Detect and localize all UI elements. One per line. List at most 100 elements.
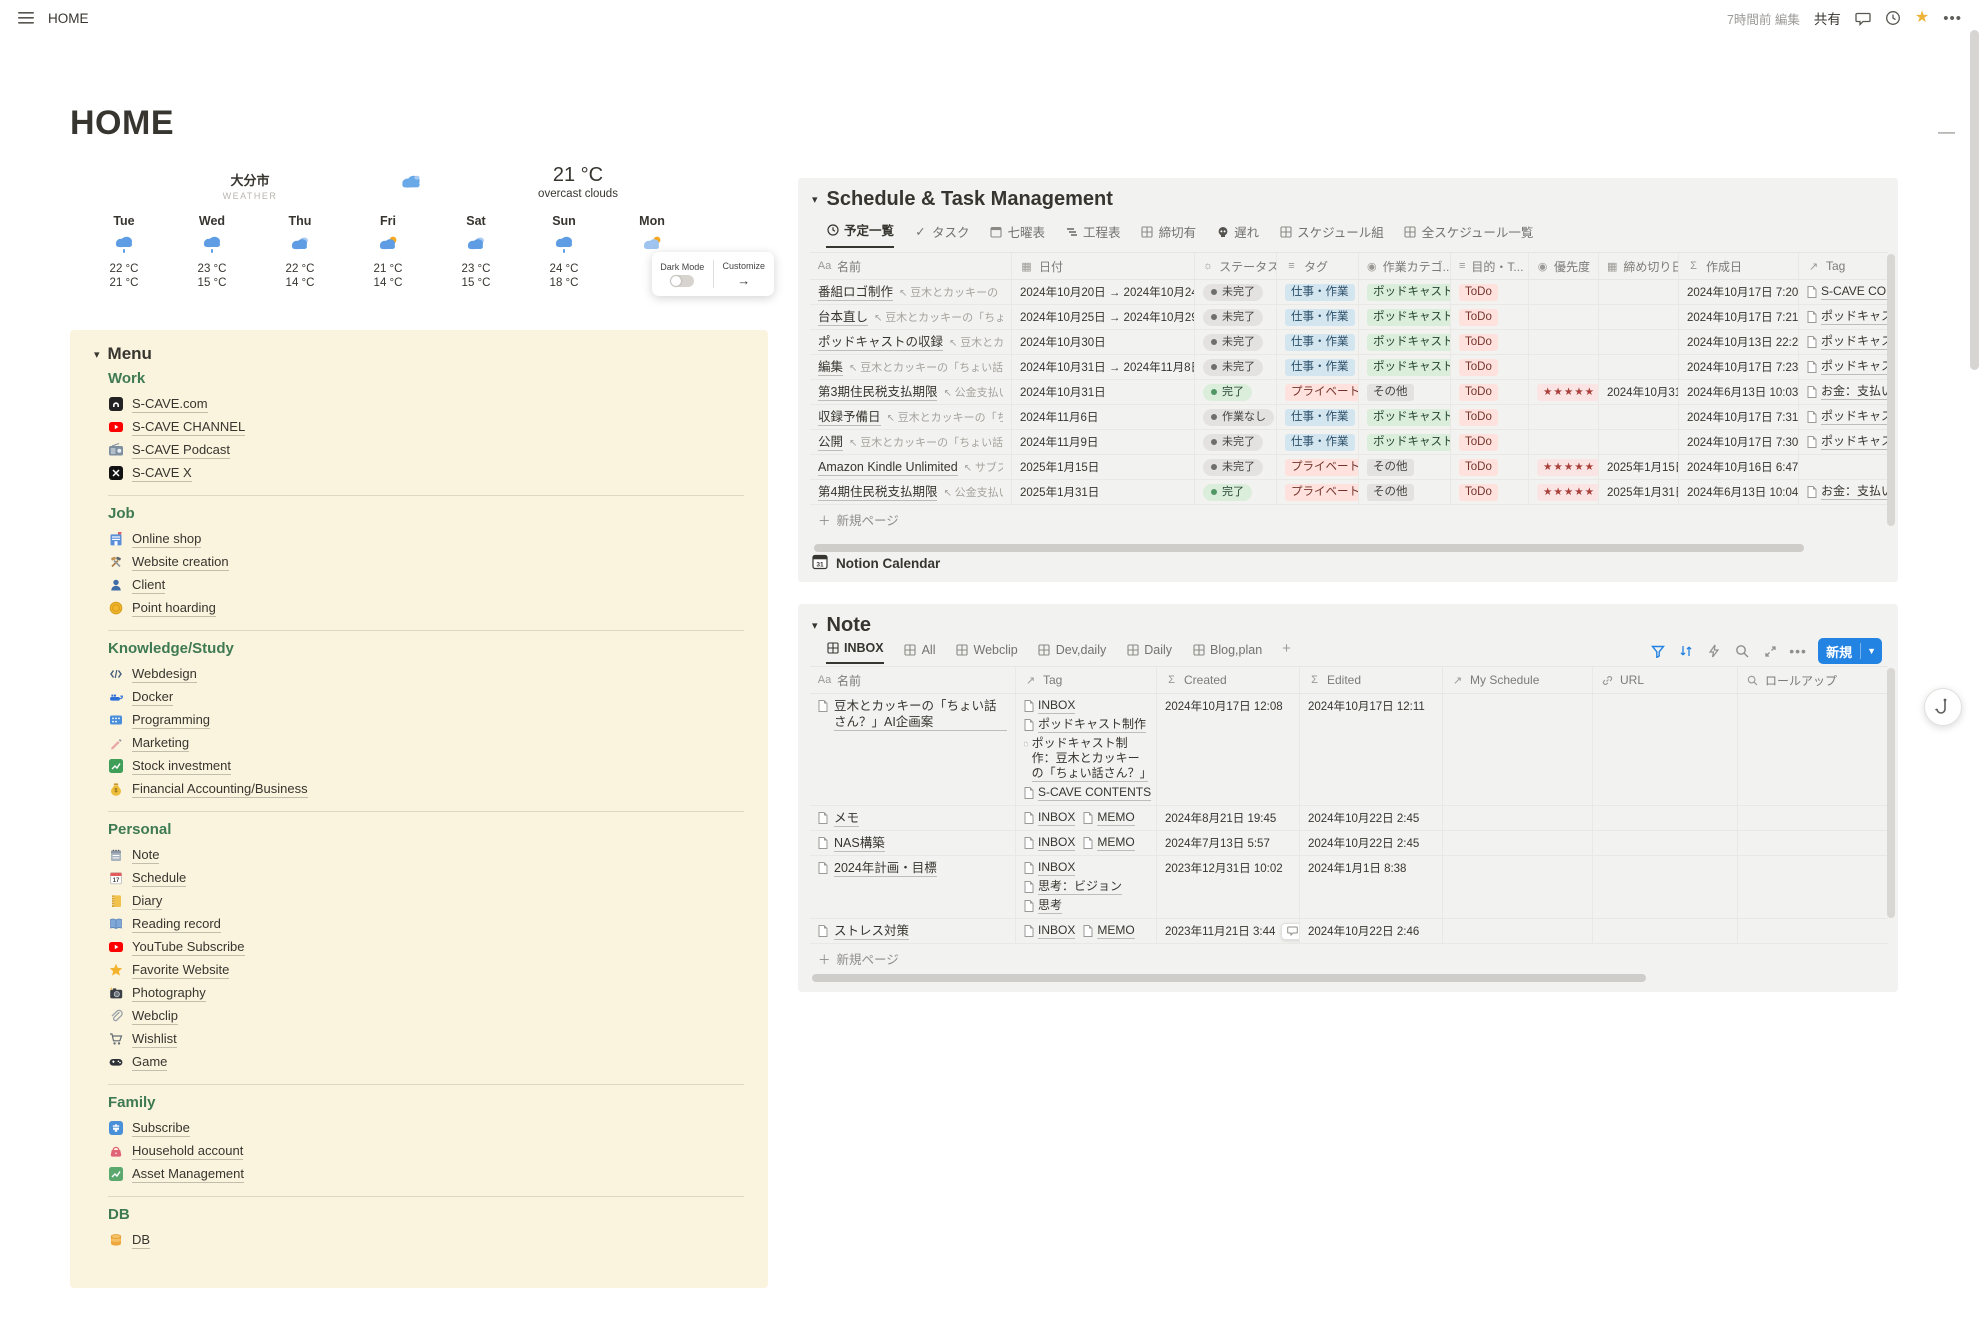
menu-link-s-cave-x[interactable]: S-CAVE X <box>108 461 744 484</box>
deadline-cell[interactable] <box>1599 330 1679 354</box>
menu-link-webclip[interactable]: Webclip <box>108 1004 744 1027</box>
menu-link-stock-investment[interactable]: Stock investment <box>108 754 744 777</box>
table-row[interactable]: 第4期住民税支払期限 ↖ 公金支払い 2025年1月31日 完了 プライベート そ… <box>810 480 1888 505</box>
column-header-date[interactable]: ▦ 日付 <box>1012 253 1195 279</box>
menu-link-diary[interactable]: Diary <box>108 889 744 912</box>
table-row[interactable]: メモ INBOX MEMO 2024年8月21日 19:45 2024年10月2… <box>810 806 1888 831</box>
tab-dev-daily[interactable]: Dev,daily <box>1038 643 1106 664</box>
new-entry-button[interactable]: 新規 ▼ <box>1818 638 1882 664</box>
status-badge[interactable]: 未完了 <box>1203 308 1263 326</box>
status-badge[interactable]: 未完了 <box>1203 458 1263 476</box>
menu-link-website-creation[interactable]: Website creation <box>108 550 744 573</box>
note-name[interactable]: 豆木とカッキーの「ちょい話さん？」AI企画案 <box>834 698 1007 731</box>
tab-task[interactable]: ✓ タスク <box>915 225 970 240</box>
priority-cell[interactable] <box>1529 355 1599 379</box>
tag-doc-link[interactable]: MEMO <box>1083 810 1135 826</box>
deadline-cell[interactable] <box>1599 405 1679 429</box>
tag-doc-link[interactable]: ポッドキャスト制作：豆木とカッキーの「ちょい話さん？」 <box>1024 736 1152 782</box>
expand-icon[interactable] <box>1762 643 1778 659</box>
deadline-cell[interactable] <box>1599 305 1679 329</box>
deadline-cell[interactable] <box>1599 430 1679 454</box>
menu-link-financial-accounting[interactable]: Financial Accounting/Business <box>108 777 744 800</box>
table-row[interactable]: 第3期住民税支払期限↖ 公金支払い 2024年10月31日 完了 プライベート … <box>810 380 1888 405</box>
note-name[interactable]: NAS構築 <box>834 835 885 852</box>
menu-link-db[interactable]: DB <box>108 1228 744 1251</box>
linked-doc[interactable]: ポッドキャスト制作 <box>1807 409 1888 425</box>
column-header-purpose[interactable]: ≡ 目的・T... <box>1451 253 1529 279</box>
deadline-cell[interactable] <box>1599 280 1679 304</box>
table-row[interactable]: ストレス対策 INBOX MEMO 2023年11月21日 3:44 2024年… <box>810 919 1888 944</box>
status-badge[interactable]: 未完了 <box>1203 433 1263 451</box>
status-badge[interactable]: 未完了 <box>1203 358 1263 376</box>
category-pill[interactable]: ポッドキャスト <box>1367 408 1450 426</box>
tab-shichiyo[interactable]: 七曜表 <box>990 222 1045 248</box>
table-row[interactable]: NAS構築 INBOX MEMO 2024年7月13日 5:57 2024年10… <box>810 831 1888 856</box>
menu-link-asset-management[interactable]: Asset Management <box>108 1162 744 1185</box>
column-header-tag-relation[interactable]: ↗ Tag <box>1808 259 1846 273</box>
menu-link-household-account[interactable]: Household account <box>108 1139 744 1162</box>
url-cell[interactable] <box>1593 856 1738 918</box>
my-schedule-cell[interactable] <box>1443 694 1593 805</box>
note-name[interactable]: メモ <box>834 810 860 827</box>
linked-doc[interactable]: ポッドキャスト制作 <box>1807 359 1888 375</box>
task-date[interactable]: 2024年10月25日 → 2024年10月29日 <box>1012 305 1195 329</box>
table-row[interactable]: 収録予備日 ↖ 豆木とカッキーの「ちょい話さん 2024年11月6日 作業なし 仕… <box>810 405 1888 430</box>
menu-link-client[interactable]: Client <box>108 573 744 596</box>
column-header-rollup[interactable]: ロールアップ <box>1738 667 1886 693</box>
tab-yotei-ichiran[interactable]: 予定一覧 <box>826 220 895 248</box>
table-row[interactable]: ポッドキャストの収録 ↖ 豆木とカッキーの「 2024年10月30日 未完了 仕事… <box>810 330 1888 355</box>
menu-link-wishlist[interactable]: Wishlist <box>108 1027 744 1050</box>
tag-doc-link[interactable]: 思考 <box>1024 898 1063 914</box>
task-name[interactable]: 台本直し <box>818 309 869 326</box>
linked-doc[interactable]: お金：支払い <box>1807 484 1888 500</box>
tag-pill[interactable]: 仕事・作業 <box>1285 333 1355 351</box>
purpose-pill[interactable]: ToDo <box>1459 458 1498 476</box>
note-name[interactable]: ストレス対策 <box>834 923 910 940</box>
table-row[interactable]: 2024年計画・目標 INBOX 思考：ビジョン 思考 2023年12月31日 … <box>810 856 1888 919</box>
menu-link-marketing[interactable]: Marketing <box>108 731 744 754</box>
status-badge[interactable]: 完了 <box>1203 383 1252 401</box>
menu-link-docker[interactable]: Docker <box>108 685 744 708</box>
menu-link-schedule[interactable]: 17 Schedule <box>108 866 744 889</box>
deadline-cell[interactable]: 2025年1月15日 <box>1599 455 1679 479</box>
linked-doc[interactable]: ポッドキャスト制作 <box>1807 434 1888 450</box>
tag-doc-link[interactable]: INBOX <box>1024 810 1076 826</box>
horizontal-scrollbar[interactable] <box>812 974 1646 982</box>
task-name[interactable]: 番組ロゴ制作 <box>818 284 894 301</box>
category-pill[interactable]: ポッドキャスト <box>1367 358 1450 376</box>
tab-kotei[interactable]: 工程表 <box>1065 222 1121 248</box>
priority-cell[interactable] <box>1529 280 1599 304</box>
linked-doc[interactable]: お金：支払い <box>1807 384 1888 400</box>
toggle-triangle-icon[interactable]: ▾ <box>812 194 818 206</box>
notion-calendar-link[interactable]: 31 Notion Calendar <box>812 554 940 573</box>
history-clock-icon[interactable] <box>1885 10 1901 26</box>
column-header-created[interactable]: Σ Created <box>1157 667 1300 693</box>
purpose-pill[interactable]: ToDo <box>1459 358 1498 376</box>
purpose-pill[interactable]: ToDo <box>1459 308 1498 326</box>
tab-all[interactable]: All <box>904 643 936 664</box>
task-name[interactable]: 第3期住民税支払期限 <box>818 384 938 401</box>
status-badge[interactable]: 未完了 <box>1203 333 1263 351</box>
tag-pill[interactable]: 仕事・作業 <box>1285 283 1355 301</box>
tag-pill[interactable]: 仕事・作業 <box>1285 408 1355 426</box>
tag-doc-link[interactable]: INBOX <box>1024 923 1076 939</box>
column-header-created[interactable]: Σ 作成日 <box>1679 253 1799 279</box>
column-header-priority[interactable]: ◉ 優先度 <box>1529 253 1599 279</box>
task-name[interactable]: 第4期住民税支払期限 <box>818 484 938 501</box>
task-date[interactable]: 2025年1月31日 <box>1012 480 1195 504</box>
priority-cell[interactable] <box>1529 330 1599 354</box>
table-row[interactable]: 番組ロゴ制作 ↖ 豆木とカッキーの「ちょい話さ 2024年10月20日 → 202… <box>810 280 1888 305</box>
tag-pill[interactable]: プライベート <box>1285 383 1358 401</box>
toggle-triangle-icon[interactable]: ▾ <box>812 620 818 632</box>
priority-cell[interactable]: ★★★★★ <box>1529 480 1599 504</box>
tab-webclip[interactable]: Webclip <box>956 643 1018 664</box>
tag-pill[interactable]: 仕事・作業 <box>1285 433 1355 451</box>
category-pill[interactable]: ポッドキャスト <box>1367 283 1450 301</box>
tag-doc-link[interactable]: INBOX <box>1024 835 1076 851</box>
tag-pill[interactable]: プライベート <box>1285 458 1358 476</box>
purpose-pill[interactable]: ToDo <box>1459 333 1498 351</box>
collapse-button[interactable]: — <box>1938 122 1955 141</box>
column-header-name[interactable]: Aa 名前 <box>810 253 1012 279</box>
task-date[interactable]: 2024年10月31日 → 2024年11月8日 <box>1012 355 1195 379</box>
column-header-tag[interactable]: ↗ Tag <box>1016 667 1157 693</box>
